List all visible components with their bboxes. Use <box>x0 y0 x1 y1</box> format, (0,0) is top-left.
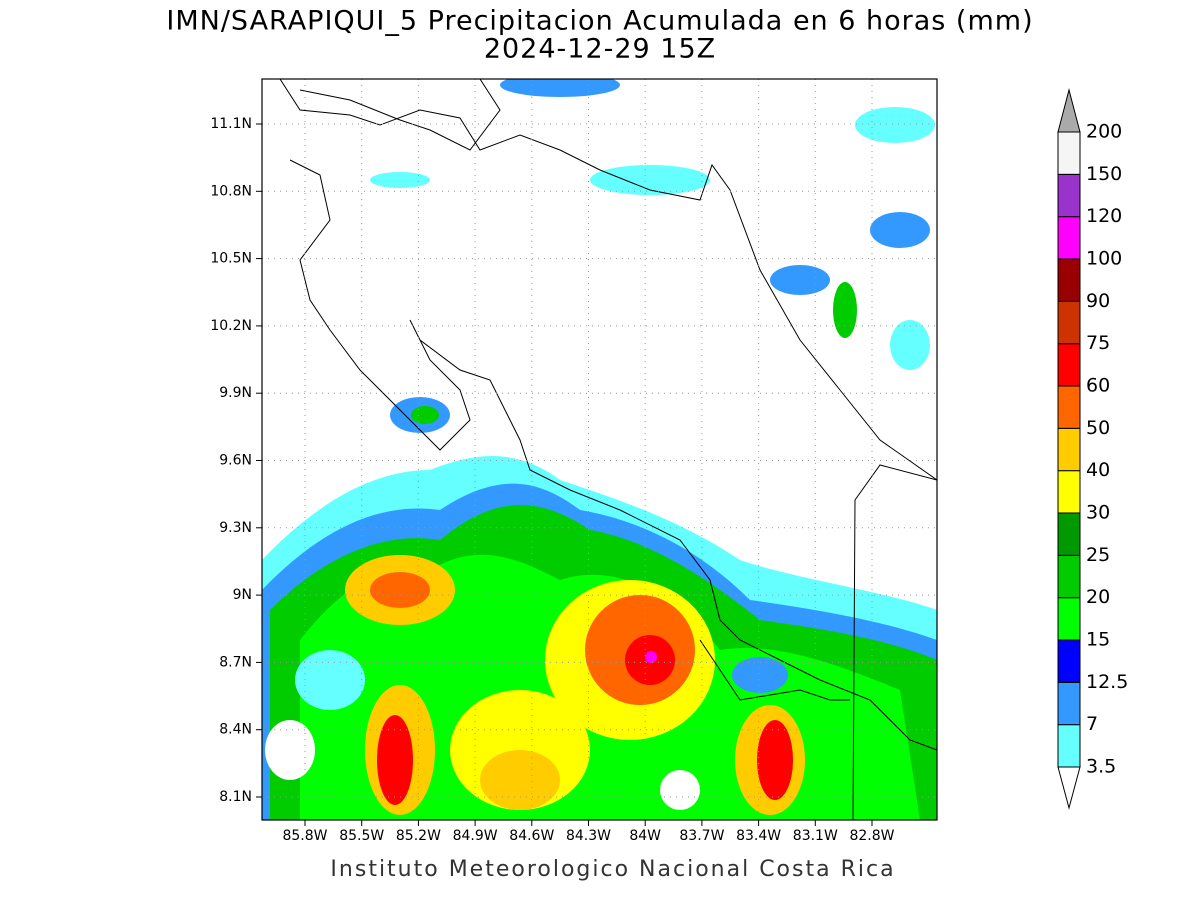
colorbar-label: 40 <box>1086 459 1110 481</box>
lat-label: 9N <box>233 587 252 603</box>
lat-label: 8.7N <box>219 654 252 670</box>
lon-label: 85.8W <box>282 828 327 844</box>
map-subtitle: 2024-12-29 15Z <box>484 34 716 65</box>
lat-label: 8.1N <box>219 789 252 805</box>
lon-label: 83.4W <box>736 828 781 844</box>
colorbar-label: 100 <box>1086 248 1122 270</box>
colorbar: 3.5 7 12.5 15 20 25 30 40 50 60 75 90 100 120 150 200 <box>1057 88 1128 810</box>
colorbar-label: 20 <box>1086 586 1110 608</box>
colorbar-label: 200 <box>1086 121 1122 143</box>
lon-label: 82.8W <box>849 828 894 844</box>
colorbar-swatch <box>1057 512 1081 556</box>
axis-labels: 11.1N 10.8N 10.5N 10.2N 9.9N 9.6N 9.3N 9N 8.7N 8.… <box>210 116 894 844</box>
colorbar-label: 75 <box>1086 332 1110 354</box>
lat-label: 11.1N <box>210 116 252 132</box>
map-title: IMN/SARAPIQUI_5 Precipitacion Acumulada … <box>166 6 1033 37</box>
colorbar-label: 25 <box>1086 544 1110 566</box>
lat-label: 9.3N <box>219 520 252 536</box>
colorbar-swatch <box>1057 554 1081 599</box>
lon-label: 83.1W <box>793 828 838 844</box>
colorbar-label: 12.5 <box>1086 671 1128 693</box>
lon-label: 83.7W <box>679 828 724 844</box>
colorbar-arrow-high <box>1057 88 1081 133</box>
colorbar-swatch <box>1057 258 1081 302</box>
lat-label: 9.6N <box>219 453 252 469</box>
colorbar-swatch <box>1057 216 1081 260</box>
colorbar-swatch <box>1057 385 1081 429</box>
lon-label: 85.2W <box>396 828 441 844</box>
lat-label: 10.5N <box>210 251 252 267</box>
credit: Instituto Meteorologico Nacional Costa R… <box>330 857 895 882</box>
colorbar-swatch <box>1057 724 1081 768</box>
lon-label: 84.3W <box>566 828 611 844</box>
lon-label: 84.6W <box>509 828 554 844</box>
colorbar-label: 15 <box>1086 629 1110 651</box>
colorbar-swatch <box>1057 681 1081 726</box>
colorbar-swatch <box>1057 470 1081 514</box>
colorbar-label: 30 <box>1086 502 1110 524</box>
colorbar-swatch <box>1057 173 1081 218</box>
colorbar-label: 150 <box>1086 163 1122 185</box>
colorbar-label: 7 <box>1086 713 1098 735</box>
colorbar-arrow-low <box>1057 766 1081 810</box>
colorbar-label: 120 <box>1086 205 1122 227</box>
colorbar-swatch <box>1057 300 1081 345</box>
colorbar-swatch <box>1057 639 1081 683</box>
colorbar-swatch <box>1057 343 1081 387</box>
lat-label: 9.9N <box>219 385 252 401</box>
colorbar-label: 3.5 <box>1086 756 1116 778</box>
lon-label: 84.9W <box>453 828 498 844</box>
lon-label: 85.5W <box>339 828 384 844</box>
map-frame <box>261 78 938 821</box>
colorbar-label: 90 <box>1086 290 1110 312</box>
colorbar-label: 60 <box>1086 375 1110 397</box>
colorbar-swatch <box>1057 131 1081 175</box>
colorbar-swatch <box>1057 597 1081 641</box>
lon-label: 84W <box>629 828 661 844</box>
colorbar-swatch <box>1057 427 1081 472</box>
colorbar-label: 50 <box>1086 417 1110 439</box>
lat-label: 8.4N <box>219 722 252 738</box>
lat-label: 10.8N <box>210 183 252 199</box>
lat-label: 10.2N <box>210 318 252 334</box>
precip-field <box>262 79 937 820</box>
